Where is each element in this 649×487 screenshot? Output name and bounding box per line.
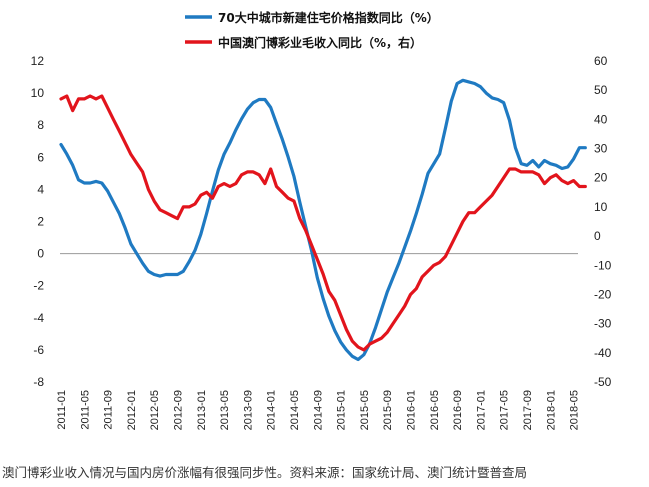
- x-tick-label: 2011-01: [56, 390, 68, 430]
- y-left-tick-label: 8: [37, 118, 44, 132]
- figure-caption: 澳门博彩业收入情况与国内房价涨幅有很强同步性。资料来源：国家统计局、澳门统计暨普…: [2, 465, 528, 480]
- y-left-tick-label: 10: [31, 86, 45, 100]
- x-tick-label: 2013-09: [242, 390, 254, 430]
- axes: 121086420-2-4-6-86050403020100-10-20-30-…: [31, 54, 612, 430]
- x-tick-label: 2012-01: [126, 390, 138, 430]
- y-left-tick-label: 4: [37, 182, 44, 196]
- x-tick-label: 2015-09: [382, 390, 394, 430]
- x-tick-label: 2014-01: [266, 390, 278, 430]
- y-right-tick-label: 0: [594, 229, 601, 243]
- y-left-tick-label: -2: [33, 279, 44, 293]
- x-tick-label: 2016-05: [429, 390, 441, 430]
- x-tick-label: 2016-01: [406, 390, 418, 430]
- x-tick-label: 2013-01: [196, 390, 208, 430]
- y-right-tick-label: -40: [594, 346, 612, 360]
- y-left-tick-label: 12: [31, 54, 45, 68]
- x-tick-label: 2014-05: [289, 390, 301, 430]
- housing-price-line: [59, 78, 587, 362]
- y-right-tick-label: -50: [594, 375, 612, 389]
- y-right-tick-label: 30: [594, 142, 608, 156]
- y-left-tick-label: -6: [33, 343, 44, 357]
- x-tick-label: 2018-01: [545, 390, 557, 430]
- y-left-tick-label: 0: [37, 247, 44, 261]
- y-left-tick-label: 6: [37, 150, 44, 164]
- x-tick-label: 2017-05: [499, 390, 511, 430]
- gaming-revenue-line: [59, 94, 587, 352]
- legend-label-housing: 70大中城市新建住宅价格指数同比（%）: [218, 10, 439, 25]
- y-right-tick-label: 10: [594, 200, 608, 214]
- y-right-tick-label: -10: [594, 258, 612, 272]
- x-tick-label: 2012-05: [149, 390, 161, 430]
- x-tick-label: 2015-05: [359, 390, 371, 430]
- legend-label-gaming: 中国澳门博彩业毛收入同比（%，右）: [218, 35, 422, 50]
- x-tick-label: 2016-09: [452, 390, 464, 430]
- y-left-tick-label: -8: [33, 375, 44, 389]
- y-right-tick-label: 60: [594, 54, 608, 68]
- y-left-tick-label: -4: [33, 311, 44, 325]
- plot-area: [59, 78, 587, 362]
- x-tick-label: 2018-05: [569, 390, 581, 430]
- x-tick-label: 2017-09: [522, 390, 534, 430]
- y-right-tick-label: 20: [594, 171, 608, 185]
- y-right-tick-label: 40: [594, 112, 608, 126]
- y-right-tick-label: -30: [594, 317, 612, 331]
- x-tick-label: 2012-09: [173, 390, 185, 430]
- x-tick-label: 2015-01: [336, 390, 348, 430]
- y-right-tick-label: -20: [594, 287, 612, 301]
- x-tick-label: 2013-05: [219, 390, 231, 430]
- x-tick-label: 2017-01: [475, 390, 487, 430]
- x-tick-label: 2011-05: [79, 390, 91, 430]
- y-right-tick-label: 50: [594, 83, 608, 97]
- x-tick-label: 2011-09: [103, 390, 115, 430]
- y-left-tick-label: 2: [37, 215, 44, 229]
- x-tick-label: 2014-09: [312, 390, 324, 430]
- legend: 70大中城市新建住宅价格指数同比（%） 中国澳门博彩业毛收入同比（%，右）: [185, 10, 439, 50]
